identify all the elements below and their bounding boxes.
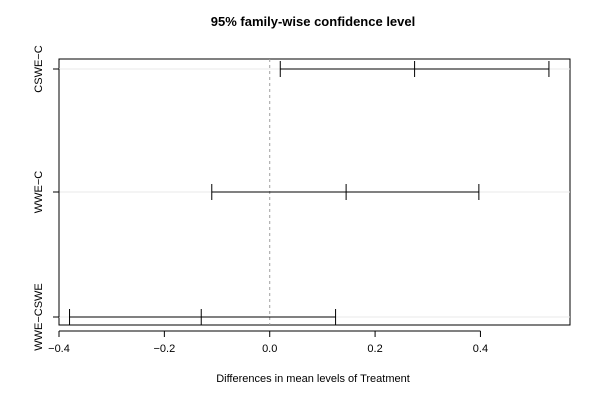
x-tick-label-2: 0.0	[262, 343, 277, 355]
x-tick-label-4: 0.4	[473, 343, 488, 355]
x-tick-label-1: −0.2	[154, 343, 176, 355]
y-tick-label-0: CSWE−C	[33, 45, 45, 92]
x-axis: −0.4 −0.2 0.0 0.2 0.4	[48, 330, 488, 355]
x-tick-label-0: −0.4	[48, 343, 70, 355]
x-tick-label-3: 0.2	[367, 343, 382, 355]
y-axis: CSWE−C WWE−C WWE−CSWE	[33, 45, 60, 351]
chart-title: 95% family-wise confidence level	[211, 14, 415, 29]
row-guides	[59, 68, 570, 318]
confidence-intervals	[69, 61, 550, 325]
y-tick-label-2: WWE−CSWE	[33, 283, 45, 351]
x-axis-title: Differences in mean levels of Treatment	[216, 373, 410, 385]
y-tick-label-1: WWE−C	[33, 171, 45, 214]
